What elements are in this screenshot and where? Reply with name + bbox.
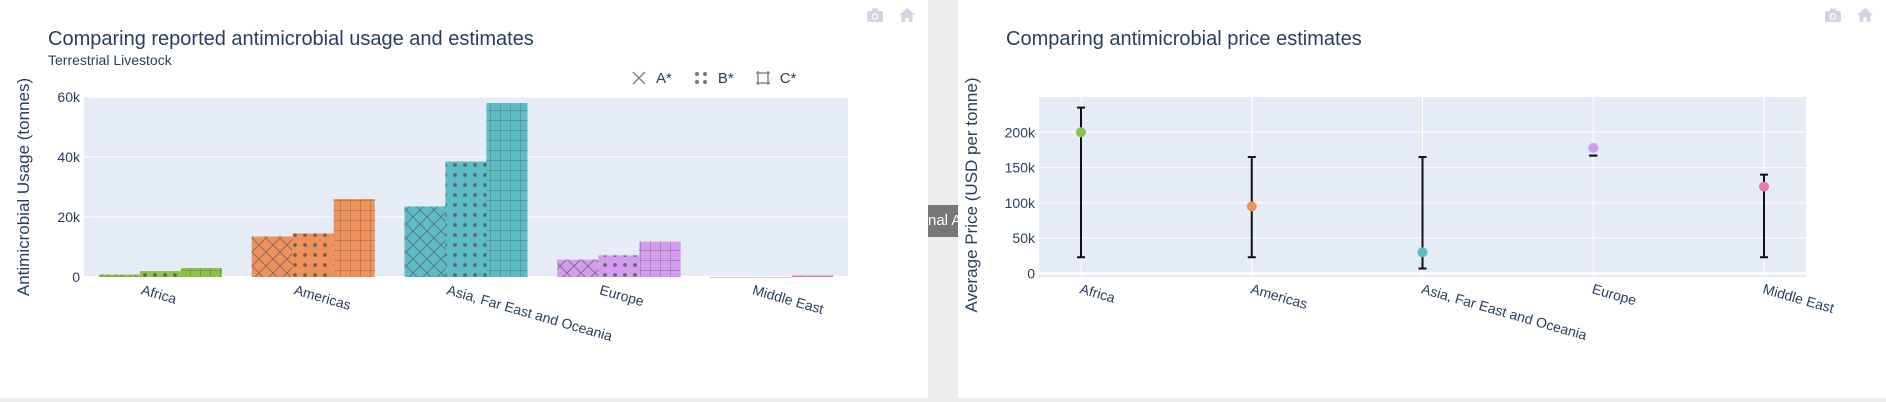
y-tick-label: 150k: [1005, 160, 1036, 176]
home-icon[interactable]: [1856, 6, 1874, 24]
pattern-dot-icon: [694, 72, 707, 84]
bar-pattern: [98, 274, 140, 277]
y-axis-label: Antimicrobial Usage (tonnes): [14, 78, 33, 296]
bar-pattern: [251, 236, 293, 277]
point-europe: [1588, 142, 1599, 153]
bar-pattern: [710, 277, 752, 278]
x-tick-label: Americas: [292, 282, 353, 313]
x-tick-label: Asia, Far East and Oceania: [445, 282, 614, 345]
x-tick-label: Asia, Far East and Oceania: [1420, 281, 1589, 344]
bar-pattern: [333, 199, 375, 277]
legend-item-b[interactable]: B*: [692, 69, 734, 87]
x-tick-label: Europe: [1590, 281, 1638, 309]
camera-icon[interactable]: [866, 6, 884, 24]
chart-title: Comparing antimicrobial price estimates: [1006, 28, 1362, 50]
y-tick-label: 20k: [57, 209, 81, 225]
hidden-tab-label[interactable]: nal A: [928, 205, 958, 237]
modebar: [1824, 6, 1874, 24]
legend-label-b: B*: [717, 69, 734, 87]
bar-pattern: [486, 103, 528, 277]
point-americas: [1246, 201, 1257, 212]
home-icon[interactable]: [898, 6, 916, 24]
chart-title: Comparing reported antimicrobial usage a…: [48, 28, 534, 50]
bar-pattern: [598, 255, 640, 277]
x-tick-label: Middle East: [751, 282, 826, 318]
usage-bar-chart: 0 20k 40k 60k Antimicrobial Usage (tonnes) Af…: [14, 78, 848, 345]
point-middle-east: [1759, 181, 1769, 192]
bar-pattern: [445, 161, 487, 277]
legend-label-c: C*: [779, 69, 797, 87]
chart-subtitle: Terrestrial Livestock: [48, 52, 172, 68]
y-tick-label: 0: [1027, 265, 1035, 281]
x-tick-label: Americas: [1249, 281, 1310, 312]
y-tick-label: 200k: [1005, 124, 1036, 140]
bar-pattern: [557, 259, 599, 277]
x-tick-label: Africa: [140, 282, 179, 307]
point-africa: [1076, 127, 1086, 138]
bar-pattern: [292, 233, 334, 277]
y-tick-label: 40k: [57, 149, 81, 165]
x-tick-label: Middle East: [1761, 281, 1836, 317]
legend-item-a[interactable]: A*: [630, 69, 672, 87]
bar-pattern: [180, 268, 222, 277]
pattern-x-icon: [632, 71, 646, 85]
bar-pattern: [639, 241, 681, 277]
y-tick-label: 0: [72, 269, 80, 285]
x-tick-label: Europe: [598, 282, 646, 310]
pattern-grid-icon: [755, 71, 770, 85]
bar-pattern: [751, 277, 793, 278]
price-chart-panel: Comparing antimicrobial price estimates …: [958, 0, 1886, 398]
legend-label-a: A*: [656, 69, 672, 87]
usage-chart-panel: Comparing reported antimicrobial usage a…: [0, 0, 928, 398]
modebar: [866, 6, 916, 24]
y-tick-label: 100k: [1005, 195, 1036, 211]
bar-pattern: [139, 271, 181, 277]
price-errorbar-chart: 0 50k 100k 150k 200k Average Price (USD per t…: [962, 78, 1836, 344]
y-axis-label: Average Price (USD per tonne): [962, 78, 981, 313]
y-tick-label: 60k: [57, 89, 81, 105]
point-asia-far-east-and-oceania: [1417, 247, 1428, 258]
legend: A* B* C*: [630, 69, 808, 87]
x-tick-label: Africa: [1078, 281, 1117, 306]
y-tick-label: 50k: [1012, 230, 1036, 246]
bar-pattern: [404, 206, 446, 277]
bar-pattern: [792, 275, 834, 277]
legend-item-c[interactable]: C*: [754, 69, 797, 87]
camera-icon[interactable]: [1824, 6, 1842, 24]
